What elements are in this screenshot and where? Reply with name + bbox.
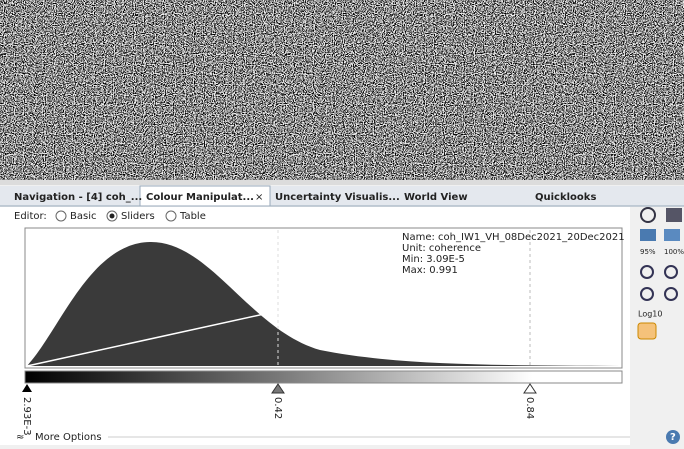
slider-label: 0.84 [524,397,535,419]
radio-label[interactable]: Table [179,211,206,222]
tab[interactable]: World View [404,192,468,203]
image-noise [0,0,684,180]
tab[interactable]: Uncertainty Visualis... [275,192,400,203]
tab[interactable]: Quicklooks [535,192,596,203]
toolbar-label[interactable]: Log10 [638,310,662,319]
tab[interactable]: Colour Manipulat... [146,192,254,203]
tab-close[interactable]: × [255,192,263,203]
radio-label[interactable]: Sliders [121,211,155,222]
radio[interactable] [166,211,176,221]
tab[interactable]: Navigation - [4] coh_... [14,192,142,203]
slider-label: 2.93E-3 [21,397,32,436]
save-icon[interactable] [664,229,680,241]
radio-label[interactable]: Basic [70,211,96,222]
screen: Navigation - [4] coh_... Colour Manipula… [0,0,684,445]
more-options[interactable]: More Options [35,432,102,443]
slider-label: 0.42 [272,397,283,419]
splitter [0,180,684,185]
expand-icon[interactable]: ≈ [16,432,24,443]
toggle-icon[interactable] [638,323,656,339]
toolbar-label[interactable]: 95% [640,248,656,256]
info: Unit: coherence [402,243,481,254]
radio[interactable] [56,211,66,221]
info: Name: coh_IW1_VH_08Dec2021_20Dec2021 [402,232,625,243]
open-icon[interactable] [640,229,656,241]
info: Max: 0.991 [402,265,458,276]
icon[interactable] [666,208,682,222]
page: Navigation - [4] coh_... Colour Manipula… [0,0,684,445]
info: Min: 3.09E-5 [402,254,465,265]
editor-label: Editor: [14,211,47,222]
radio-dot [110,214,115,219]
colour-bar [25,371,622,383]
toolbar-label[interactable]: 100% [664,248,684,256]
help-text[interactable]: ? [670,432,676,443]
